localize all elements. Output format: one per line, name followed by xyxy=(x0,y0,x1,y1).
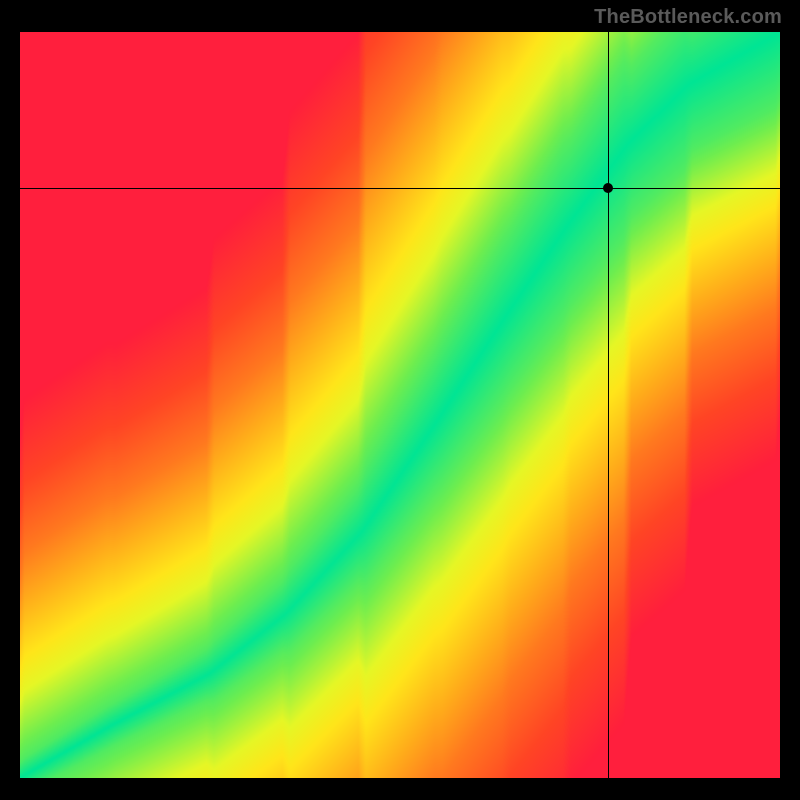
crosshair-horizontal-line xyxy=(20,188,780,189)
watermark-text: TheBottleneck.com xyxy=(594,6,782,29)
crosshair-vertical-line xyxy=(608,32,609,778)
heatmap-canvas xyxy=(20,32,780,778)
crosshair-marker-dot xyxy=(603,183,613,193)
heatmap-plot-area xyxy=(20,32,780,778)
